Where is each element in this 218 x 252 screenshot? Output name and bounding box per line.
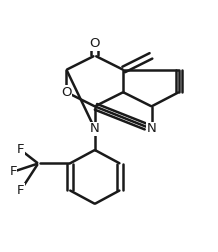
Text: O: O: [90, 37, 100, 50]
Text: F: F: [17, 184, 24, 197]
Text: N: N: [90, 122, 100, 135]
Text: N: N: [147, 122, 156, 135]
Text: O: O: [61, 86, 72, 99]
Text: F: F: [17, 143, 24, 156]
Text: F: F: [9, 165, 17, 178]
